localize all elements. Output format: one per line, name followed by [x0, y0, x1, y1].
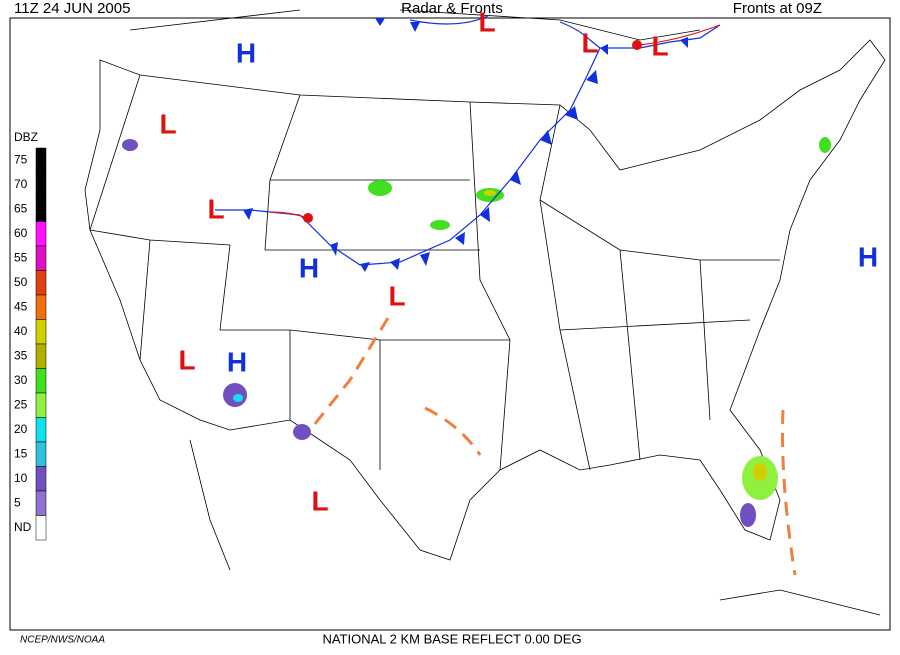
pressure-center: H	[858, 241, 878, 272]
fronts-time: Fronts at 09Z	[733, 0, 822, 17]
legend-swatch	[35, 270, 47, 296]
legend-swatch	[35, 221, 47, 247]
legend-label: ND	[14, 520, 32, 534]
pressure-center: H	[299, 252, 319, 283]
legend-label: 40	[14, 324, 28, 338]
product-label: NATIONAL 2 KM BASE REFLECT 0.00 DEG	[322, 631, 581, 646]
legend-label: 60	[14, 226, 28, 240]
legend-label: 10	[14, 471, 28, 485]
pressure-center: L	[478, 6, 495, 37]
legend-swatch	[35, 294, 47, 320]
pressure-center: H	[236, 37, 256, 68]
pressure-center: L	[388, 280, 405, 311]
legend-title: DBZ	[14, 130, 38, 144]
legend-swatch	[35, 319, 47, 345]
pressure-center: L	[651, 30, 668, 61]
legend-label: 35	[14, 348, 28, 362]
source-label: NCEP/NWS/NOAA	[20, 635, 105, 646]
pressure-center: L	[207, 193, 224, 224]
map-outline	[84, 9, 886, 616]
legend-label: 30	[14, 373, 28, 387]
legend-swatch	[35, 441, 47, 467]
legend-label: 70	[14, 177, 28, 191]
legend-swatch	[35, 245, 47, 271]
legend-label: 45	[14, 299, 28, 313]
legend-label: 65	[14, 201, 28, 215]
legend-swatch	[35, 515, 47, 541]
frame	[9, 17, 891, 631]
legend-swatch	[35, 196, 47, 222]
legend-swatch	[35, 466, 47, 492]
legend-label: 20	[14, 422, 28, 436]
radar-echoes	[122, 137, 831, 527]
legend-label: 75	[14, 152, 28, 166]
legend-swatch	[35, 392, 47, 418]
pressure-center: L	[159, 108, 176, 139]
pressure-center: L	[311, 485, 328, 516]
pressure-center: L	[581, 27, 598, 58]
legend-label: 55	[14, 250, 28, 264]
legend-swatch	[35, 368, 47, 394]
legend-label: 5	[14, 495, 21, 509]
legend-swatch	[35, 343, 47, 369]
map-title: Radar & Fronts	[401, 0, 503, 17]
time-label: 11Z 24 JUN 2005	[14, 0, 130, 17]
legend-label: 15	[14, 446, 28, 460]
legend-label: 25	[14, 397, 28, 411]
legend-swatch	[35, 147, 47, 173]
legend-swatch	[35, 417, 47, 443]
pressure-center: H	[227, 346, 247, 377]
pressure-center: L	[178, 344, 195, 375]
fronts	[215, 14, 797, 576]
legend-swatch	[35, 172, 47, 198]
legend-swatch	[35, 490, 47, 516]
legend-label: 50	[14, 275, 28, 289]
